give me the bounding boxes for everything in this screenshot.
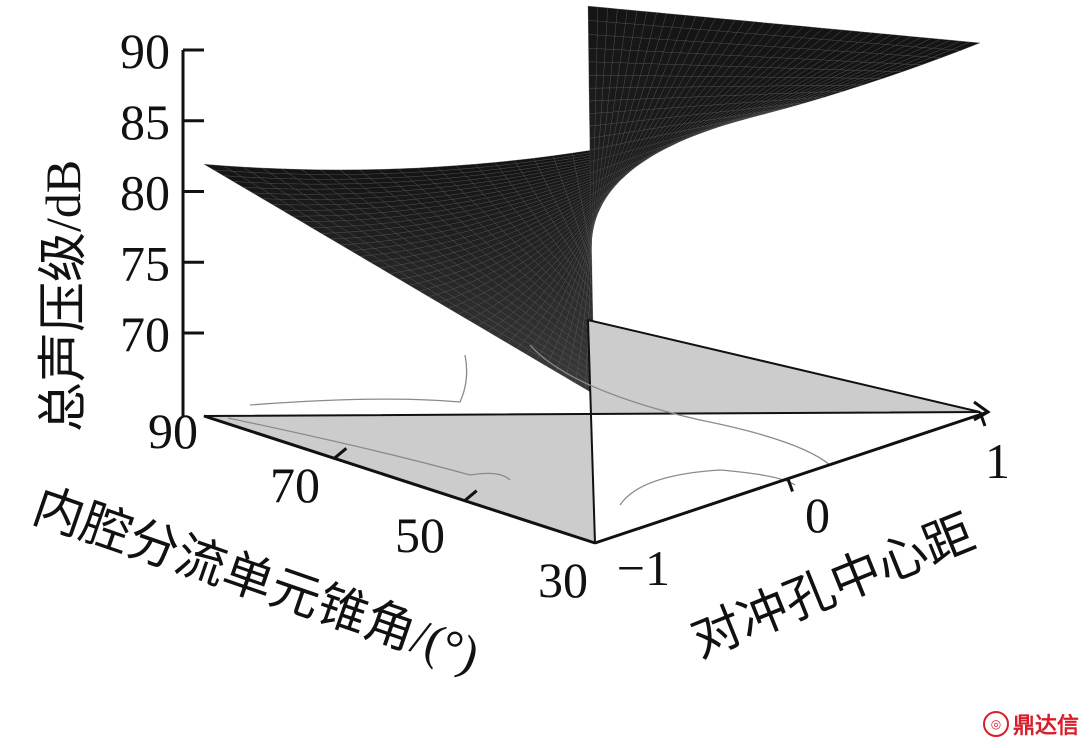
surface-cell: [610, 62, 621, 76]
z-tick-label: 70: [120, 306, 170, 362]
surface-cell: [612, 49, 623, 63]
surface-cell: [594, 136, 600, 150]
surface-cell: [593, 148, 599, 161]
y-tick-label: 1: [985, 433, 1010, 489]
z-tick-label: 80: [120, 165, 170, 221]
logo-icon: ◎: [982, 711, 1009, 737]
surface-cell: [588, 48, 598, 63]
x-tick-label: 90: [148, 403, 198, 459]
y-axis-arrow: [973, 400, 991, 422]
surface-cell: [597, 20, 607, 36]
contour-line-3: [529, 344, 831, 466]
surface-cell: [603, 62, 613, 76]
surface-cell: [594, 112, 602, 126]
surface-cell: [587, 5, 598, 22]
surface-cell: [605, 35, 615, 50]
surface-cell: [602, 75, 612, 89]
surface-cell: [595, 87, 603, 101]
x-tick-label: 30: [538, 552, 588, 608]
surface-cell: [594, 124, 601, 138]
surface-cell: [589, 137, 595, 151]
surface-cell: [596, 61, 605, 76]
x-tick-label: 50: [395, 507, 445, 563]
surface-cell: [589, 160, 595, 174]
surface-cell: [613, 35, 624, 50]
surface-cell: [589, 125, 596, 139]
surface-cell: [614, 22, 626, 37]
surface-cell: [590, 182, 594, 196]
surface-cell: [588, 61, 597, 76]
surface-cell: [589, 149, 595, 162]
y-tick-mark: [978, 411, 987, 427]
surface-cell: [593, 159, 599, 173]
watermark: ◎ 鼎达信: [982, 708, 1079, 740]
y-axis-title: 对冲孔中心距: [683, 504, 982, 668]
contour-line-4: [619, 469, 796, 506]
tick-labels: 90 85 80 75 70 90 70 50 30 −1 0 1: [120, 23, 1010, 608]
y-tick-label: −1: [617, 540, 670, 596]
contour-line-1: [249, 354, 468, 406]
z-tick-label: 90: [120, 23, 170, 79]
y-axis-line: [594, 410, 989, 545]
surface-cell: [589, 113, 596, 127]
surface-cell: [596, 48, 606, 63]
y-tick-mark: [786, 476, 794, 493]
contour-line-2: [227, 417, 511, 481]
surface-cell: [589, 100, 596, 114]
surface-cell: [588, 20, 598, 36]
surface-cell: [597, 6, 608, 23]
surface-cell: [590, 204, 593, 218]
response-surface: [203, 5, 981, 395]
surface-cell: [605, 21, 617, 37]
z-tick-label: 75: [120, 235, 170, 291]
surface-cell: [596, 34, 607, 50]
surface-cell: [604, 48, 614, 63]
surface-cell: [595, 100, 603, 114]
surface-cell: [601, 87, 610, 101]
surface-cell: [615, 8, 628, 24]
watermark-text: 鼎达信: [1012, 714, 1079, 739]
z-tick-label: 85: [120, 94, 170, 150]
surface-cell: [588, 74, 597, 89]
surface-cell: [590, 171, 594, 185]
surface-cell: [590, 193, 594, 207]
surface-cell: [595, 74, 604, 89]
x-tick-mark: [333, 447, 348, 460]
contour-floor: [203, 318, 981, 545]
surface-cell: [588, 34, 598, 49]
surface-cell: [606, 7, 618, 23]
x-tick-mark: [463, 489, 478, 502]
axes: [181, 48, 991, 545]
floor-plane: [203, 318, 981, 545]
x-axis-line: [203, 414, 596, 545]
surface-cell: [601, 100, 609, 113]
z-axis-title: 总声压级/dB: [35, 160, 91, 432]
y-tick-label: 0: [805, 487, 830, 543]
surface-cell: [588, 87, 597, 102]
x-tick-label: 70: [270, 457, 320, 513]
